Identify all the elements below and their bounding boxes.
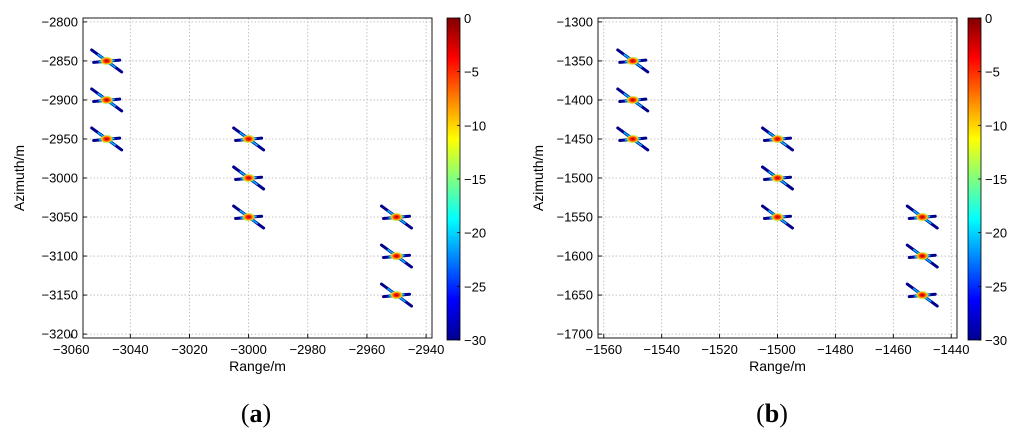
colorbar-tick-label: −20 <box>985 226 1007 241</box>
target-point-2 <box>616 87 650 113</box>
x-tick-label: −3000 <box>230 342 267 357</box>
mainlobe-peak <box>389 251 404 261</box>
mainlobe-peak <box>99 95 114 105</box>
x-axis-label: Range/m <box>229 358 286 374</box>
mainlobe-peak <box>625 134 640 144</box>
colorbar-tick-label: −10 <box>464 118 486 133</box>
target-point-4 <box>232 126 266 152</box>
colorbar-tick-label: −25 <box>985 279 1007 294</box>
y-tick-label: −2950 <box>41 131 78 146</box>
mainlobe-peak <box>99 56 114 66</box>
y-axis-label: Azimuth/m <box>530 145 546 211</box>
x-tick-label: −1520 <box>701 342 738 357</box>
target-point-8 <box>905 243 939 269</box>
panel-b: −1560 −1540 −1520 −1500 −1480 −1460 −1440 −1300… <box>530 11 1007 428</box>
mainlobe-peak <box>241 212 256 222</box>
target-point-1 <box>90 48 124 74</box>
y-tick-label: −1450 <box>556 131 593 146</box>
mainlobe-peak <box>625 95 640 105</box>
target-point-5 <box>232 165 266 191</box>
colorbar-tick-label: −15 <box>464 172 486 187</box>
y-tick-label: −3200 <box>41 327 78 342</box>
x-tick-label: −2980 <box>290 342 327 357</box>
target-point-7 <box>905 204 939 230</box>
mainlobe-peak <box>389 212 404 222</box>
target-point-6 <box>232 204 266 230</box>
x-tick-label: −1480 <box>817 342 854 357</box>
colorbar-tick-label: −5 <box>985 65 1000 80</box>
mainlobe-peak <box>915 212 930 222</box>
x-tick-label: −3060 <box>53 342 90 357</box>
y-tick-label: −3100 <box>41 249 78 264</box>
target-point-5 <box>761 165 794 191</box>
colorbar-tick-label: 0 <box>464 11 471 26</box>
y-tick-label: −1700 <box>556 327 593 342</box>
mainlobe-peak <box>915 290 930 300</box>
colorbar-tick-label: −15 <box>985 172 1007 187</box>
mainlobe-peak <box>241 134 256 144</box>
mainlobe-peak <box>625 56 640 66</box>
mainlobe-peak <box>99 134 114 144</box>
target-point-2 <box>90 87 124 113</box>
mainlobe-peak <box>915 251 930 261</box>
y-tick-label: −1550 <box>556 210 593 225</box>
colorbar-tick-label: −30 <box>464 333 486 348</box>
target-point-9 <box>380 282 414 308</box>
x-tick-label: −1460 <box>875 342 912 357</box>
mainlobe-peak <box>770 134 785 144</box>
y-tick-label: −3050 <box>41 210 78 225</box>
x-tick-label: −1440 <box>933 342 970 357</box>
colorbar-tick-label: −25 <box>464 279 486 294</box>
target-point-4 <box>761 126 794 152</box>
y-tick-label: −2800 <box>41 14 78 29</box>
y-tick-label: −1350 <box>556 53 593 68</box>
colorbar: 0 −5 −10 −15 −20 −25 −30 <box>446 11 486 348</box>
mainlobe-peak <box>241 173 256 183</box>
target-point-3 <box>90 126 124 152</box>
y-tick-label: −1300 <box>556 14 593 29</box>
target-point-6 <box>761 204 794 230</box>
y-tick-label: −3000 <box>41 171 78 186</box>
y-tick-label: −1600 <box>556 249 593 264</box>
target-point-7 <box>380 204 414 230</box>
colorbar: 0 −5 −10 −15 −20 −25 −30 <box>967 11 1007 348</box>
target-point-1 <box>616 48 650 74</box>
x-tick-label: −1560 <box>586 342 623 357</box>
x-tick-label: −2940 <box>408 342 445 357</box>
x-tick-label: −3040 <box>112 342 149 357</box>
panel-label: (a) <box>241 399 271 428</box>
x-tick-label: −1500 <box>759 342 796 357</box>
x-tick-label: −1540 <box>643 342 680 357</box>
colorbar-tick-label: −10 <box>985 118 1007 133</box>
colorbar-tick-label: −30 <box>985 333 1007 348</box>
panel-label: (b) <box>756 399 788 428</box>
x-axis-label: Range/m <box>749 358 806 374</box>
mainlobe-peak <box>389 290 404 300</box>
target-point-3 <box>616 126 650 152</box>
y-tick-label: −1400 <box>556 92 593 107</box>
target-point-9 <box>905 282 939 308</box>
x-tick-label: −2960 <box>349 342 386 357</box>
x-tick-label: −3020 <box>171 342 208 357</box>
y-tick-label: −1650 <box>556 288 593 303</box>
mainlobe-peak <box>770 173 785 183</box>
y-tick-label: −3150 <box>41 288 78 303</box>
y-tick-label: −2850 <box>41 53 78 68</box>
y-tick-label: −2900 <box>41 92 78 107</box>
y-axis-label: Azimuth/m <box>11 145 27 211</box>
colorbar-tick-label: −20 <box>464 226 486 241</box>
panel-a: −3060 −3040 −3020 −3000 −2980 −2960 −2940 −2800… <box>11 11 486 428</box>
colorbar-tick-label: −5 <box>464 65 479 80</box>
y-tick-label: −1500 <box>556 171 593 186</box>
colorbar-tick-label: 0 <box>985 11 992 26</box>
target-point-8 <box>380 243 414 269</box>
mainlobe-peak <box>770 212 785 222</box>
